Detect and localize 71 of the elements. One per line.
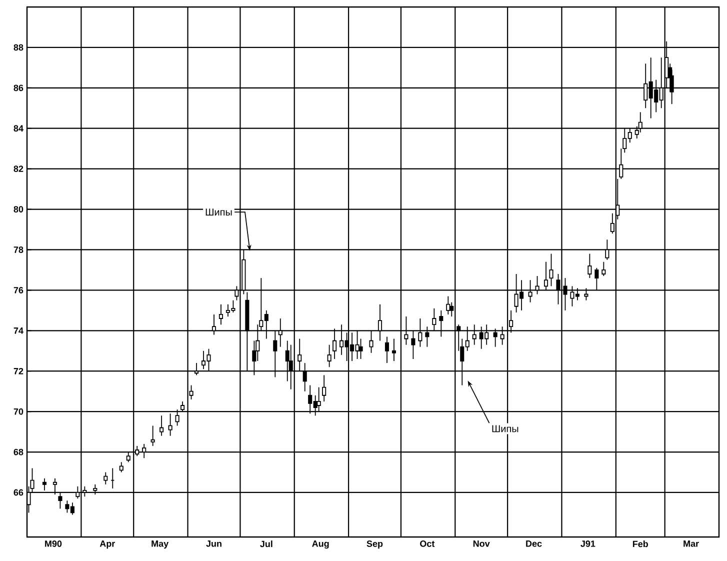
candlestick [418, 318, 422, 348]
candlestick [638, 112, 642, 133]
y-tick-label: 84 [14, 125, 24, 132]
y-tick-label: 86 [14, 84, 24, 92]
candlestick [160, 415, 164, 436]
annotation: Шипы [206, 208, 232, 216]
candlestick [493, 328, 498, 348]
y-tick-label: 88 [14, 44, 24, 51]
candlestick [302, 362, 307, 392]
candlestick [411, 330, 416, 360]
candlestick [322, 374, 326, 402]
x-tick-label: M90 [45, 540, 62, 547]
candlestick [218, 304, 223, 326]
x-tick-label: May [152, 540, 169, 549]
y-tick-label: 70 [14, 408, 24, 415]
x-tick-label: Jun [206, 540, 222, 547]
candlestick [242, 249, 246, 295]
y-tick-label: 80 [14, 206, 24, 212]
candlestick [278, 318, 282, 348]
candlestick [432, 308, 436, 332]
candlestick [500, 326, 504, 346]
x-tick-label: Feb [632, 540, 648, 548]
candlestick [168, 413, 172, 436]
candlestick [288, 344, 293, 390]
x-tick-label: Jul [260, 540, 272, 548]
y-tick-label: 78 [14, 246, 24, 253]
y-tick-label: 74 [14, 328, 24, 334]
candlestick [104, 472, 108, 485]
candlestick [150, 425, 155, 446]
candlestick [425, 326, 430, 348]
candlestick [298, 338, 302, 372]
y-tick-label: 76 [14, 287, 24, 294]
candlestick [252, 340, 256, 376]
candlestick [616, 178, 620, 220]
x-tick-label: J91 [580, 540, 596, 547]
candlestick [273, 330, 278, 378]
x-tick-label: Aug [312, 540, 329, 549]
y-tick-label: 72 [14, 368, 24, 374]
candlestick [544, 261, 548, 291]
candlestick [634, 126, 639, 139]
candlestick [384, 336, 390, 364]
candlestick [392, 338, 396, 362]
candlestick [472, 324, 476, 346]
candlestick [212, 314, 216, 336]
y-tick-label: 82 [14, 166, 24, 172]
x-tick-label: Nov [473, 540, 490, 547]
candlestick [256, 324, 260, 362]
candlestick [327, 344, 332, 368]
x-tick-label: Apr [100, 540, 116, 549]
candlestick [332, 328, 337, 360]
candlestick [509, 310, 514, 334]
candlestick [588, 253, 592, 279]
candlestick [119, 462, 124, 473]
candlestick [378, 304, 382, 342]
y-tick-label: 66 [14, 489, 24, 496]
y-tick-label: 68 [14, 448, 24, 456]
x-tick-label: Mar [684, 540, 699, 547]
x-tick-label: Dec [526, 540, 542, 547]
candlestick [439, 310, 444, 338]
annotation: Шипы [492, 425, 518, 432]
candlestick [42, 478, 47, 491]
candlestick [670, 69, 674, 105]
candlestick [446, 296, 450, 315]
candlestick [316, 386, 321, 412]
candlestick [450, 302, 454, 317]
candlestick [245, 292, 250, 372]
candlestick [142, 443, 146, 459]
x-tick-label: Oct [420, 540, 435, 547]
candlestick [285, 340, 290, 382]
candlestick [584, 288, 588, 301]
x-tick-label: Sep [366, 540, 383, 549]
